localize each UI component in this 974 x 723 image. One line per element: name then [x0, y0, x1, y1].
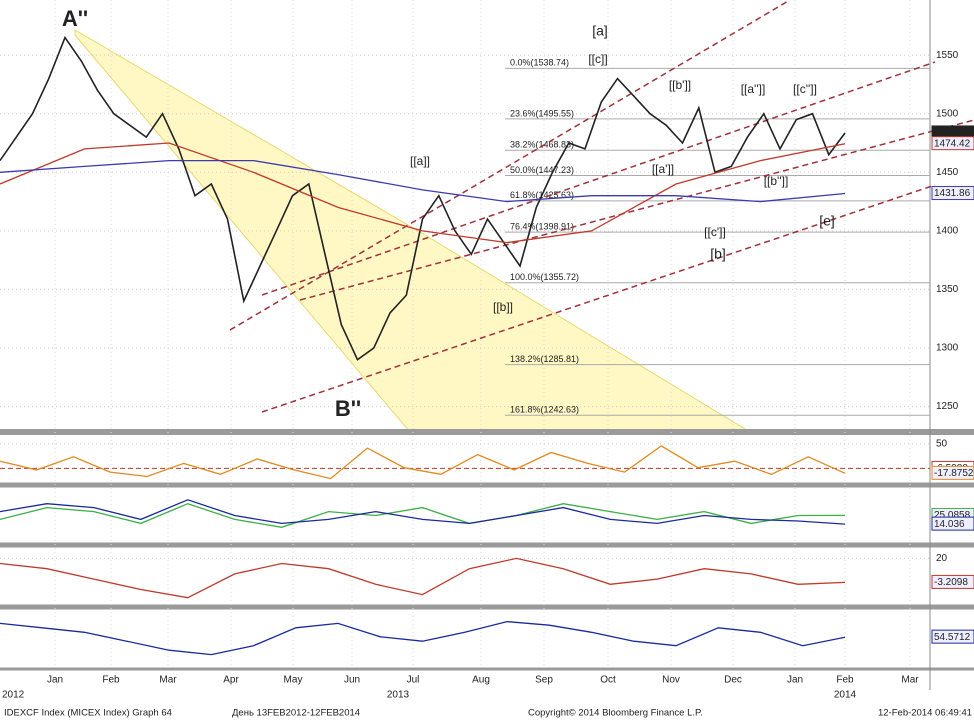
- y-tick-label: 1450: [936, 167, 959, 178]
- trend-channel: [229, 0, 791, 331]
- trend-channel: [261, 184, 936, 413]
- wave-label: A'': [62, 6, 88, 31]
- x-tick-label: Sep: [535, 675, 553, 686]
- value-label: 1431.86: [934, 188, 971, 199]
- fib-label: 138.2%(1285.81): [510, 354, 579, 364]
- value-box: [931, 574, 974, 589]
- footer-text: День 13FEB2012-12FEB2014: [232, 708, 360, 719]
- y-tick-label: 1250: [936, 401, 959, 412]
- value-label: 14.036: [934, 519, 965, 530]
- value-box: [931, 186, 974, 201]
- x-tick-label: Nov: [662, 675, 680, 686]
- x-tick-label: Jun: [344, 675, 360, 686]
- value-label: 54.5712: [934, 632, 971, 643]
- footer-text: IDEXCF Index (MICEX Index) Graph 64: [4, 708, 172, 719]
- y-tick-label: 1400: [936, 225, 959, 236]
- x-tick-label: Mar: [901, 675, 919, 686]
- value-box: [931, 136, 974, 151]
- x-tick-label: Jan: [787, 675, 803, 686]
- value-label: 25.0858: [934, 510, 971, 521]
- x-tick-label: Dec: [724, 675, 742, 686]
- y-tick-label: 1300: [936, 343, 959, 354]
- fib-label: 38.2%(1468.83): [510, 140, 574, 150]
- x-tick-label: Oct: [600, 675, 616, 686]
- x-tick-label: Jan: [47, 675, 63, 686]
- trend-channel: [299, 119, 974, 301]
- y-tick-label: 50: [936, 438, 948, 449]
- wave-label: [[a]]: [410, 154, 430, 168]
- value-box: [931, 465, 974, 480]
- value-label: -3.2098: [934, 577, 968, 588]
- series-line: [0, 35, 846, 361]
- series-line: [0, 557, 846, 599]
- series-line: [0, 142, 846, 244]
- wave-label: [[a'']]: [741, 82, 766, 96]
- series-line: [0, 159, 846, 203]
- value-label: 1474.42: [934, 138, 971, 149]
- panel-separator: [0, 667, 974, 671]
- x-tick-label: May: [284, 675, 303, 686]
- panel-separator: [0, 542, 974, 548]
- wave-label: [[b'']]: [764, 174, 789, 188]
- y-tick-label: 1500: [936, 108, 959, 119]
- fib-label: 0.0%(1538.74): [510, 58, 569, 68]
- value-label: -17.8752: [934, 468, 974, 479]
- wave-label: [[b']]: [669, 78, 691, 92]
- series-line: [0, 445, 846, 480]
- x-tick-label: Feb: [836, 675, 854, 686]
- x-tick-label: Mar: [159, 675, 177, 686]
- series-line: [0, 503, 846, 528]
- value-box: [931, 516, 974, 531]
- x-tick-label: Aug: [472, 675, 490, 686]
- fib-label: 161.8%(1242.63): [510, 405, 579, 415]
- fib-label: 76.4%(1398.91): [510, 222, 574, 232]
- fib-label: 50.0%(1447.23): [510, 165, 574, 175]
- x-tick-label: Jul: [407, 675, 420, 686]
- x-tick-label: Feb: [102, 675, 120, 686]
- panel-separator: [0, 429, 974, 435]
- y-tick-label: 1350: [936, 284, 959, 295]
- wave-label: [[b]]: [493, 300, 513, 314]
- wave-label: [[a']]: [652, 162, 674, 176]
- y-tick-label: 20: [936, 553, 948, 564]
- value-label: 1483.57: [934, 128, 971, 139]
- value-box: [931, 629, 974, 644]
- panel-separator: [0, 482, 974, 488]
- wave-label: [[c'']]: [793, 82, 817, 96]
- y-tick-label: 1550: [936, 50, 959, 61]
- year-label: 2014: [834, 690, 857, 701]
- wave-label: [e]: [819, 213, 835, 229]
- footer-text: 12-Feb-2014 06:49:41: [878, 708, 972, 719]
- wave-label: [[c]]: [588, 52, 607, 66]
- fib-label: 100.0%(1355.72): [510, 272, 579, 282]
- fib-label: 23.6%(1495.55): [510, 108, 574, 118]
- x-tick-label: Apr: [223, 675, 239, 686]
- year-label: 2012: [2, 690, 25, 701]
- series-line: [0, 620, 846, 656]
- wave-label: [[c']]: [704, 225, 726, 239]
- wave-label: [b]: [710, 246, 726, 262]
- series-line: [0, 499, 846, 525]
- footer-text: Copyright© 2014 Bloomberg Finance L.P.: [528, 708, 703, 719]
- panel-separator: [0, 604, 974, 610]
- wave-label: [a]: [592, 23, 608, 39]
- trend-channel: [261, 61, 936, 296]
- wave-label: B'': [335, 396, 361, 421]
- year-label: 2013: [387, 690, 410, 701]
